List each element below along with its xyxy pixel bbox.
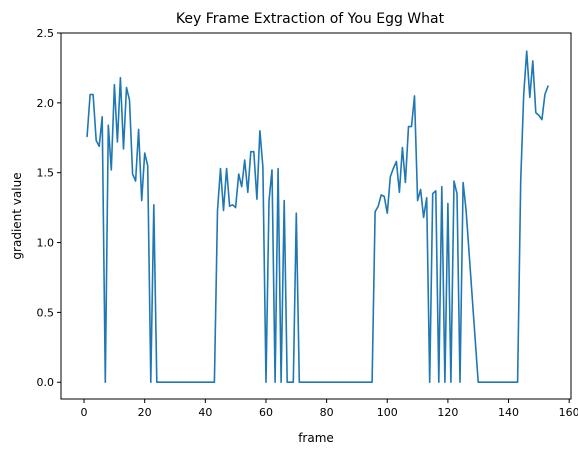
x-tick-label: 80 xyxy=(320,406,334,419)
plot-frame xyxy=(60,32,572,400)
y-tick-label: 1.5 xyxy=(37,167,55,180)
y-tick-label: 0.5 xyxy=(37,306,55,319)
x-tick-label: 100 xyxy=(377,406,398,419)
y-tick-label: 2.5 xyxy=(37,27,55,40)
x-axis-label: frame xyxy=(298,431,334,445)
y-tick-label: 0.0 xyxy=(37,376,55,389)
y-axis-label: gradient value xyxy=(10,172,24,259)
x-tick-label: 40 xyxy=(198,406,212,419)
y-tick-label: 1.0 xyxy=(37,237,55,250)
x-tick-label: 160 xyxy=(559,406,578,419)
x-tick-label: 140 xyxy=(498,406,519,419)
x-axis: 0 20 40 60 80 100 120 140 160 xyxy=(81,399,578,419)
series-line xyxy=(86,50,549,383)
y-tick-label: 2.0 xyxy=(37,97,55,110)
y-axis: 0.0 0.5 1.0 1.5 2.0 2.5 xyxy=(37,27,61,389)
x-tick-label: 20 xyxy=(138,406,152,419)
chart-title: Key Frame Extraction of You Egg What xyxy=(176,11,445,27)
x-tick-label: 120 xyxy=(437,406,458,419)
x-tick-label: 60 xyxy=(259,406,273,419)
x-tick-label: 0 xyxy=(81,406,88,419)
